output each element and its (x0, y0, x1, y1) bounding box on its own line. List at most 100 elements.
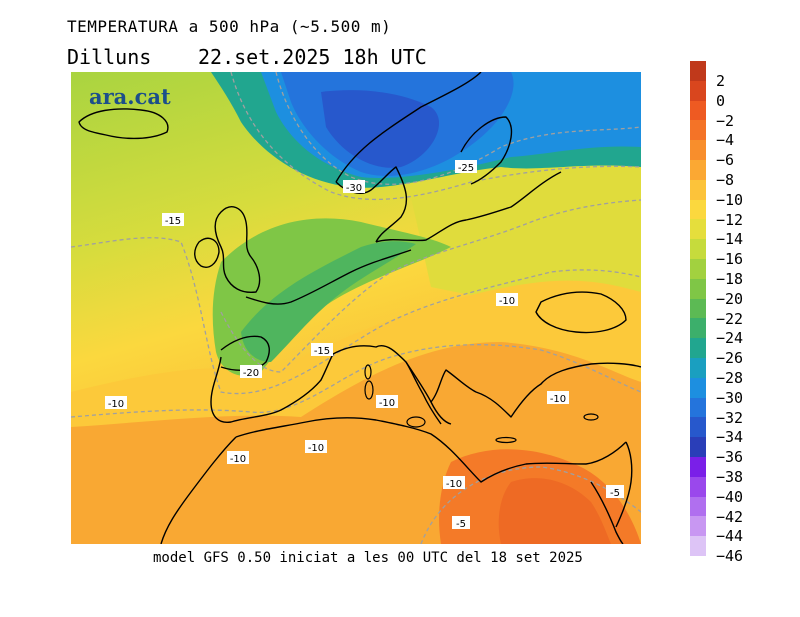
coast-scandinavia (335, 72, 513, 243)
legend-swatch (690, 318, 706, 339)
legend-swatch (690, 437, 706, 458)
legend-swatch (690, 338, 706, 359)
svg-text:-10: -10 (108, 399, 124, 410)
coast-atlantic-africa (160, 436, 237, 544)
legend-swatch (690, 536, 706, 557)
legend-label: −44 (716, 527, 744, 546)
map-label-12: -5 (606, 485, 624, 499)
legend-label: −42 (716, 507, 744, 526)
svg-text:-15: -15 (314, 346, 330, 357)
svg-text:-10: -10 (446, 479, 462, 490)
legend-swatch (690, 476, 706, 498)
legend-swatch (690, 179, 706, 201)
isotherm-minus-15 (71, 237, 641, 395)
svg-text:-15: -15 (165, 216, 181, 227)
legend-label: −34 (716, 428, 744, 447)
legend-label: −2 (716, 111, 735, 130)
svg-text:-30: -30 (346, 183, 362, 194)
map-label-13: -5 (452, 516, 470, 530)
coast-levant (615, 441, 633, 528)
legend-label: 0 (716, 91, 726, 110)
isotherm-minus-25 (230, 72, 641, 201)
coast-iberia (210, 353, 334, 424)
legend-label: −46 (716, 547, 744, 566)
svg-text:-10: -10 (230, 454, 246, 465)
legend-swatch (690, 298, 706, 319)
coast-ireland (194, 237, 220, 268)
svg-text:-5: -5 (456, 519, 466, 530)
map-label-1: -25 (455, 160, 477, 174)
model-info: model GFS 0.50 iniciat a les 00 UTC del … (153, 550, 583, 566)
legend-swatch (690, 219, 706, 240)
legend-label: −40 (716, 487, 744, 506)
coast-black-sea (535, 291, 627, 334)
svg-text:-10: -10 (550, 394, 566, 405)
legend-label: −18 (716, 269, 744, 288)
legend-swatch (690, 160, 706, 181)
legend-label: −24 (716, 329, 744, 348)
legend-swatch (690, 100, 706, 121)
isotherm-minus-5 (420, 466, 641, 544)
legend-swatch (690, 496, 706, 517)
legend-swatch (690, 259, 706, 280)
map-label-8: -10 (547, 391, 569, 405)
isotherm-minus-30 (275, 72, 641, 185)
legend-label: 2 (716, 71, 726, 90)
isotherm-minus-10 (71, 344, 641, 418)
legend-label: −12 (716, 210, 744, 229)
color-legend: 2 0 −2 −4 −6 −8 −10 −12 −14 −16 −18 −20 −22 −24 −26 −28… (690, 61, 800, 564)
legend-swatch (690, 358, 706, 379)
legend-label: −28 (716, 368, 744, 387)
map-label-10: -10 (227, 451, 249, 465)
coast-red-sea (590, 481, 624, 544)
legend-label: −8 (716, 170, 735, 189)
field-trough-darkgreen (241, 241, 416, 362)
forecast-date: 22.set.2025 18h UTC (198, 45, 427, 69)
island-crete (495, 436, 517, 444)
island-sardinia (364, 380, 374, 400)
map-label-4: -15 (311, 343, 333, 357)
island-sicily (406, 416, 426, 428)
map-label-9: -10 (305, 440, 327, 454)
legend-swatch (690, 516, 706, 537)
legend-label: −38 (716, 467, 744, 486)
isotherm-minus-20 (220, 199, 641, 373)
coast-britain (214, 206, 261, 294)
temperature-map: ara.cat -30 -25 -15 -10 -15 -20 -10 -10 … (71, 72, 641, 544)
legend-swatch (690, 377, 706, 399)
legend-label: −26 (716, 349, 744, 368)
coast-med-north (332, 345, 641, 418)
legend-swatch (690, 278, 706, 300)
svg-text:-20: -20 (243, 368, 259, 379)
svg-text:-10: -10 (308, 443, 324, 454)
legend-swatch (690, 199, 706, 220)
coast-baltic (375, 171, 562, 243)
legend-label: −32 (716, 408, 744, 427)
map-canvas: ara.cat -30 -25 -15 -10 -15 -20 -10 -10 … (71, 72, 641, 544)
legend-label: −22 (716, 309, 744, 328)
legend-label: −14 (716, 230, 744, 249)
legend-swatch (690, 239, 706, 260)
svg-text:-10: -10 (379, 398, 395, 409)
island-cyprus (583, 413, 599, 421)
map-title: TEMPERATURA a 500 hPa (~5.500 m) (67, 17, 392, 36)
legend-label: −6 (716, 151, 735, 170)
map-label-5: -20 (240, 365, 262, 379)
map-label-11: -10 (443, 476, 465, 490)
ara-cat-logo: ara.cat (89, 84, 171, 109)
svg-text:-5: -5 (610, 488, 620, 499)
coast-iceland (78, 108, 169, 140)
legend-swatch (690, 457, 706, 478)
legend-swatch (690, 61, 706, 82)
legend-swatch (690, 417, 706, 438)
map-label-7: -10 (376, 395, 398, 409)
coast-north-africa (235, 417, 627, 483)
legend-label: −30 (716, 388, 744, 407)
legend-label: −20 (716, 289, 744, 308)
legend-swatch (690, 80, 706, 102)
legend-label: −10 (716, 190, 744, 209)
map-label-0: -30 (343, 180, 365, 194)
isotherm-value-labels: -30 -25 -15 -10 -15 -20 -10 -10 -10 -10 … (105, 160, 624, 530)
map-label-3: -10 (496, 293, 518, 307)
field-cold-deep (321, 90, 440, 168)
